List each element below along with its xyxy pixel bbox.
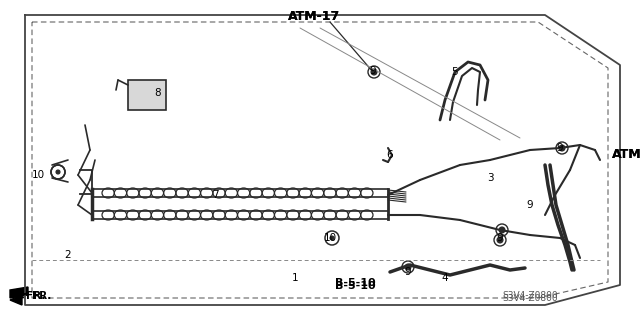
Text: 8: 8 — [155, 88, 161, 98]
Text: S3V4-Z0800: S3V4-Z0800 — [502, 294, 558, 303]
Text: 7: 7 — [212, 190, 218, 200]
Circle shape — [499, 227, 505, 233]
Polygon shape — [10, 287, 28, 298]
Text: 9: 9 — [370, 66, 376, 76]
Text: 6: 6 — [387, 150, 394, 160]
Text: 9: 9 — [497, 233, 503, 243]
Text: 5: 5 — [452, 67, 458, 77]
Text: FR.: FR. — [26, 291, 45, 301]
Circle shape — [497, 237, 503, 243]
Text: ATM-7: ATM-7 — [612, 149, 640, 161]
Circle shape — [559, 145, 565, 151]
Polygon shape — [10, 295, 22, 305]
Circle shape — [330, 236, 334, 240]
Text: ATM-17: ATM-17 — [288, 10, 340, 23]
Text: S3V4-Z0800: S3V4-Z0800 — [502, 291, 558, 300]
Circle shape — [405, 264, 411, 270]
Text: 2: 2 — [65, 250, 71, 260]
Text: 3: 3 — [486, 173, 493, 183]
Text: 1: 1 — [292, 273, 298, 283]
Text: B-5-10: B-5-10 — [335, 281, 375, 291]
Text: 9: 9 — [557, 143, 563, 153]
Text: ATM-17: ATM-17 — [288, 10, 340, 23]
Text: 4: 4 — [442, 273, 448, 283]
Circle shape — [371, 69, 377, 75]
Text: 9: 9 — [404, 267, 412, 277]
Text: 10: 10 — [323, 233, 337, 243]
Text: 10: 10 — [31, 170, 45, 180]
Text: ATM-7: ATM-7 — [612, 149, 640, 161]
Circle shape — [56, 170, 60, 174]
Bar — [128, 80, 166, 110]
Text: B-5-10: B-5-10 — [335, 278, 375, 288]
Text: FR.: FR. — [32, 291, 51, 301]
Text: 9: 9 — [527, 200, 533, 210]
